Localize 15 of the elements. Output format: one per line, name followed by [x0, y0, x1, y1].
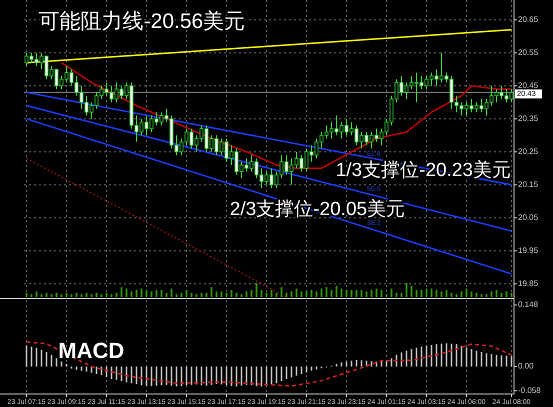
- y-tick-label: 20.55: [518, 48, 539, 57]
- y-tick-label: 20.05: [518, 212, 539, 222]
- y-tick-label: 20.65: [518, 14, 539, 24]
- line-series: [26, 341, 512, 387]
- text: MACD: [58, 338, 124, 363]
- y-tick-label: 0.148: [518, 300, 539, 310]
- y-tick-label: 20.45: [518, 80, 539, 90]
- y-tick-label: -0.058: [518, 386, 542, 395]
- annotation: 可能阻力线-20.56美元: [38, 10, 246, 33]
- y-tick-label: 20.35: [518, 114, 539, 123]
- y-tick-label: 20.25: [518, 146, 539, 156]
- y-tick-label: 19.95: [518, 246, 539, 255]
- y-tick-label: 0.00: [518, 362, 534, 371]
- y-tick-label: 19.85: [518, 278, 539, 288]
- y-tick-label: 20.15: [518, 180, 539, 189]
